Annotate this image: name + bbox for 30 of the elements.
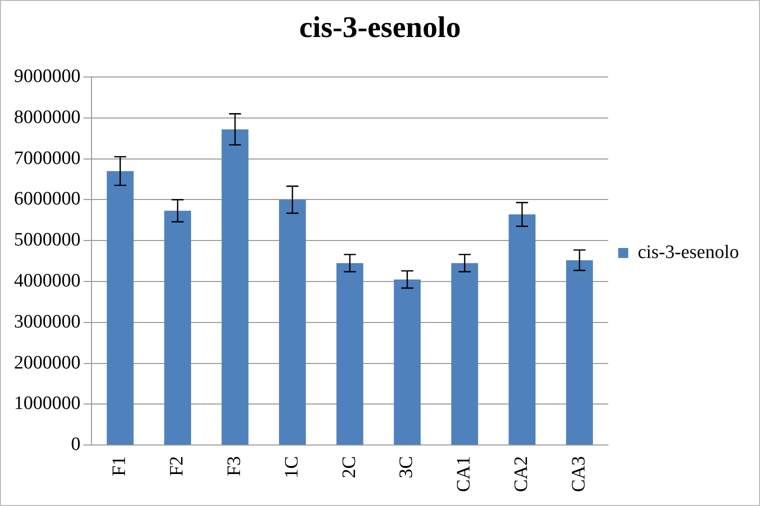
x-tick-label: F2 [166,456,188,476]
x-tick-label: CA1 [454,456,475,492]
y-tick-label: 8000000 [14,106,80,128]
bar [336,263,364,445]
x-tick-label: 2C [338,456,360,478]
x-tick-label: F3 [224,456,246,476]
bar [106,171,134,445]
y-tick-label: 3000000 [14,311,80,332]
x-tick-label: 3C [396,456,418,478]
chart-title: cis-3-esenolo [299,10,461,44]
y-tick-label: 1000000 [14,393,80,414]
x-tick-label: 1C [281,456,302,478]
y-tick-label: 0 [71,434,80,456]
x-tick-label: CA2 [511,456,532,492]
legend-label: cis-3-esenolo [638,242,740,263]
bar [566,260,593,445]
y-tick-label: 2000000 [14,352,80,374]
y-tick-label: 6000000 [14,188,80,210]
y-tick-label: 5000000 [14,230,80,251]
x-tick-label: CA3 [568,456,590,492]
y-tick-label: 4000000 [14,270,80,292]
bar [222,129,248,445]
bar [394,279,421,445]
bar [279,200,306,445]
bar [451,263,478,445]
y-tick-label: 7000000 [14,148,80,169]
y-tick-label: 9000000 [14,66,80,87]
x-tick-label: F1 [109,456,130,476]
bar [164,210,192,445]
bar [508,214,536,445]
